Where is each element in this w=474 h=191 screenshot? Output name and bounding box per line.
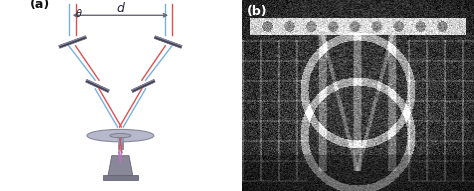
Ellipse shape bbox=[110, 134, 131, 138]
Ellipse shape bbox=[87, 129, 154, 142]
Polygon shape bbox=[86, 79, 109, 92]
Polygon shape bbox=[155, 36, 182, 47]
Polygon shape bbox=[103, 175, 137, 180]
Polygon shape bbox=[59, 36, 87, 48]
Text: (b): (b) bbox=[247, 5, 268, 18]
Text: (a): (a) bbox=[30, 0, 50, 11]
Polygon shape bbox=[131, 79, 155, 92]
Text: θ: θ bbox=[75, 9, 82, 19]
Polygon shape bbox=[131, 79, 155, 91]
Polygon shape bbox=[86, 79, 109, 91]
Text: d: d bbox=[117, 2, 124, 15]
Polygon shape bbox=[59, 36, 86, 47]
Polygon shape bbox=[108, 156, 133, 176]
Polygon shape bbox=[154, 36, 182, 48]
